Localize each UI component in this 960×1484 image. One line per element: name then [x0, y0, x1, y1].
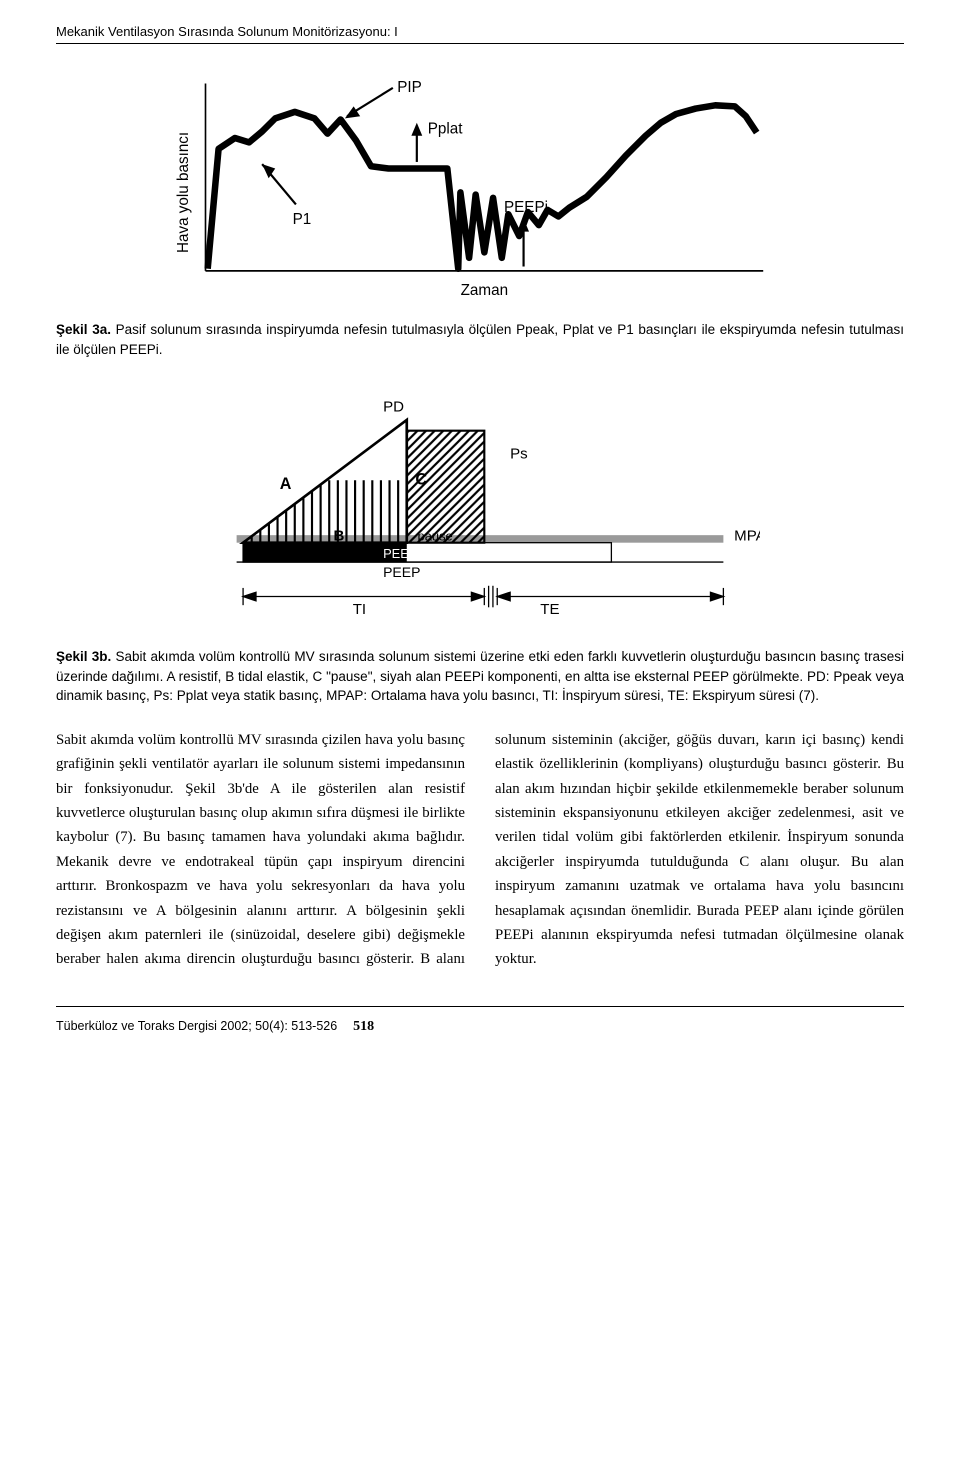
fig2-a-label: A	[280, 475, 292, 493]
figure-3b-svg: MPAP PEEP PEEPi	[200, 381, 760, 629]
body-right: sisteminin (akciğer, göğüs duvarı, karın…	[495, 732, 904, 968]
running-head: Mekanik Ventilasyon Sırasında Solunum Mo…	[56, 24, 904, 39]
fig1-pip-arrow: PIP	[345, 79, 422, 118]
body-left: Sabit akımda volüm kontrollü MV sırasınd…	[56, 732, 552, 968]
fig1-xlabel: Zaman	[461, 282, 508, 299]
fig1-peepi-arrow: PEEPi	[504, 199, 548, 266]
svg-text:P1: P1	[293, 211, 312, 228]
fig2-b-label: B	[334, 528, 345, 545]
fig2-ti-label: TI	[353, 601, 366, 618]
figure-3a: Hava yolu basıncı Zaman P1 PIP Pplat PEE…	[56, 72, 904, 302]
fig2-peep-label: PEEP	[383, 564, 420, 580]
footer-rule	[56, 1006, 904, 1007]
fig2-te-bracket	[497, 588, 723, 605]
fig2-pause-label: pause	[418, 529, 453, 544]
caption-3b-lead: Şekil 3b.	[56, 649, 111, 664]
fig2-ps-label: Ps	[510, 446, 528, 463]
fig2-mpap-label: MPAP	[734, 528, 760, 545]
caption-3a: Şekil 3a. Pasif solunum sırasında inspir…	[56, 320, 904, 359]
fig2-c-label: C	[415, 471, 427, 489]
footer: Tüberküloz ve Toraks Dergisi 2002; 50(4)…	[56, 1013, 904, 1035]
fig1-ylabel: Hava yolu basıncı	[175, 132, 192, 253]
caption-3b-body: Sabit akımda volüm kontrollü MV sırasınd…	[56, 649, 904, 703]
figure-3b: MPAP PEEP PEEPi	[56, 381, 904, 629]
fig2-pd-label: PD	[383, 398, 404, 415]
fig1-pplat-arrow: Pplat	[411, 121, 463, 162]
caption-3b: Şekil 3b. Sabit akımda volüm kontrollü M…	[56, 647, 904, 706]
svg-text:PEEPi: PEEPi	[504, 199, 548, 216]
svg-text:PIP: PIP	[397, 79, 422, 96]
body-text: Sabit akımda volüm kontrollü MV sırasınd…	[56, 728, 904, 972]
caption-3a-body: Pasif solunum sırasında inspiryumda nefe…	[56, 322, 904, 357]
fig1-p1-arrow: P1	[262, 164, 311, 228]
svg-text:Pplat: Pplat	[428, 121, 464, 138]
footer-page: 518	[353, 1019, 374, 1035]
fig1-waveform	[208, 105, 757, 268]
fig2-triangle	[243, 420, 407, 543]
fig2-peepi-label: PEEPi	[383, 546, 420, 561]
figure-3a-svg: Hava yolu basıncı Zaman P1 PIP Pplat PEE…	[175, 72, 785, 302]
caption-3a-lead: Şekil 3a.	[56, 322, 111, 337]
footer-journal: Tüberküloz ve Toraks Dergisi 2002; 50(4)…	[56, 1019, 337, 1033]
fig2-te-label: TE	[540, 601, 559, 618]
header-rule	[56, 43, 904, 44]
